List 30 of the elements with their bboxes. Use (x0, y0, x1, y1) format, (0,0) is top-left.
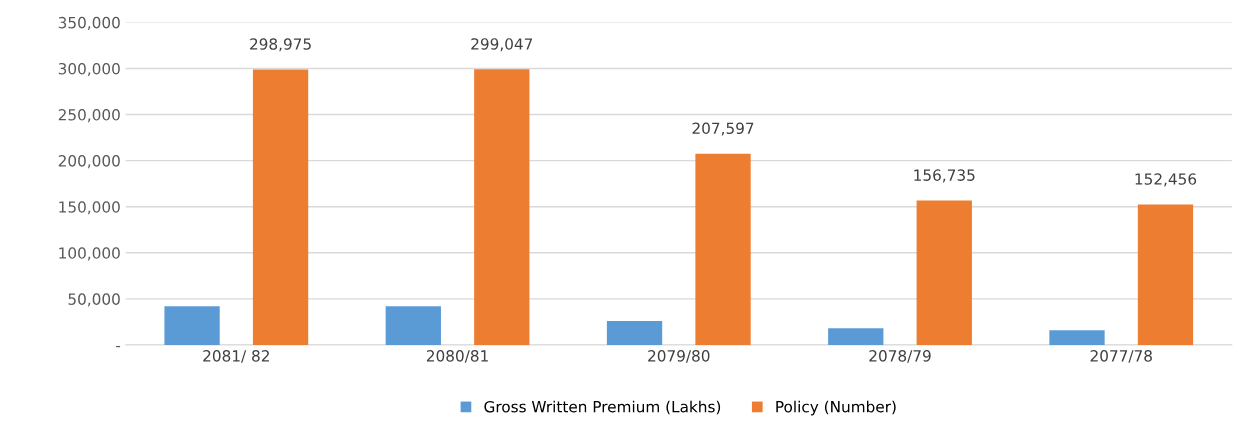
bar (916, 200, 972, 345)
data-label: 207,597 (692, 122, 754, 136)
bar (695, 153, 751, 345)
bar (828, 328, 884, 345)
bar (606, 321, 663, 345)
bar (252, 69, 309, 345)
legend-label: Gross Written Premium (Lakhs) (484, 400, 721, 415)
bar (164, 306, 220, 345)
bar (1049, 330, 1105, 345)
data-label: 298,975 (250, 38, 311, 52)
y-tick-label: 100,000 (59, 247, 120, 261)
bar (1137, 204, 1194, 345)
x-tick-label: 2078/79 (869, 350, 931, 363)
legend-label: Policy (Number) (776, 400, 896, 416)
y-tick-label: 350,000 (58, 16, 120, 30)
data-label: 156,735 (914, 169, 975, 183)
y-tick-label: 200,000 (58, 155, 120, 169)
y-tick-label: 150,000 (59, 201, 120, 215)
bar (385, 306, 441, 345)
x-tick-label: 2079/80 (648, 350, 710, 363)
x-tick-label: 2081/ 82 (203, 350, 269, 363)
x-tick-label: 2080/81 (426, 350, 488, 363)
y-tick-label: 50,000 (68, 293, 120, 307)
bar (474, 69, 530, 345)
y-tick-label: 250,000 (58, 109, 120, 123)
data-label: 152,456 (1135, 173, 1197, 187)
data-label: 299,047 (471, 38, 533, 52)
x-tick-label: 2077/78 (1090, 350, 1152, 363)
y-tick-label: 300,000 (58, 62, 120, 77)
y-tick-label: - (116, 345, 121, 348)
